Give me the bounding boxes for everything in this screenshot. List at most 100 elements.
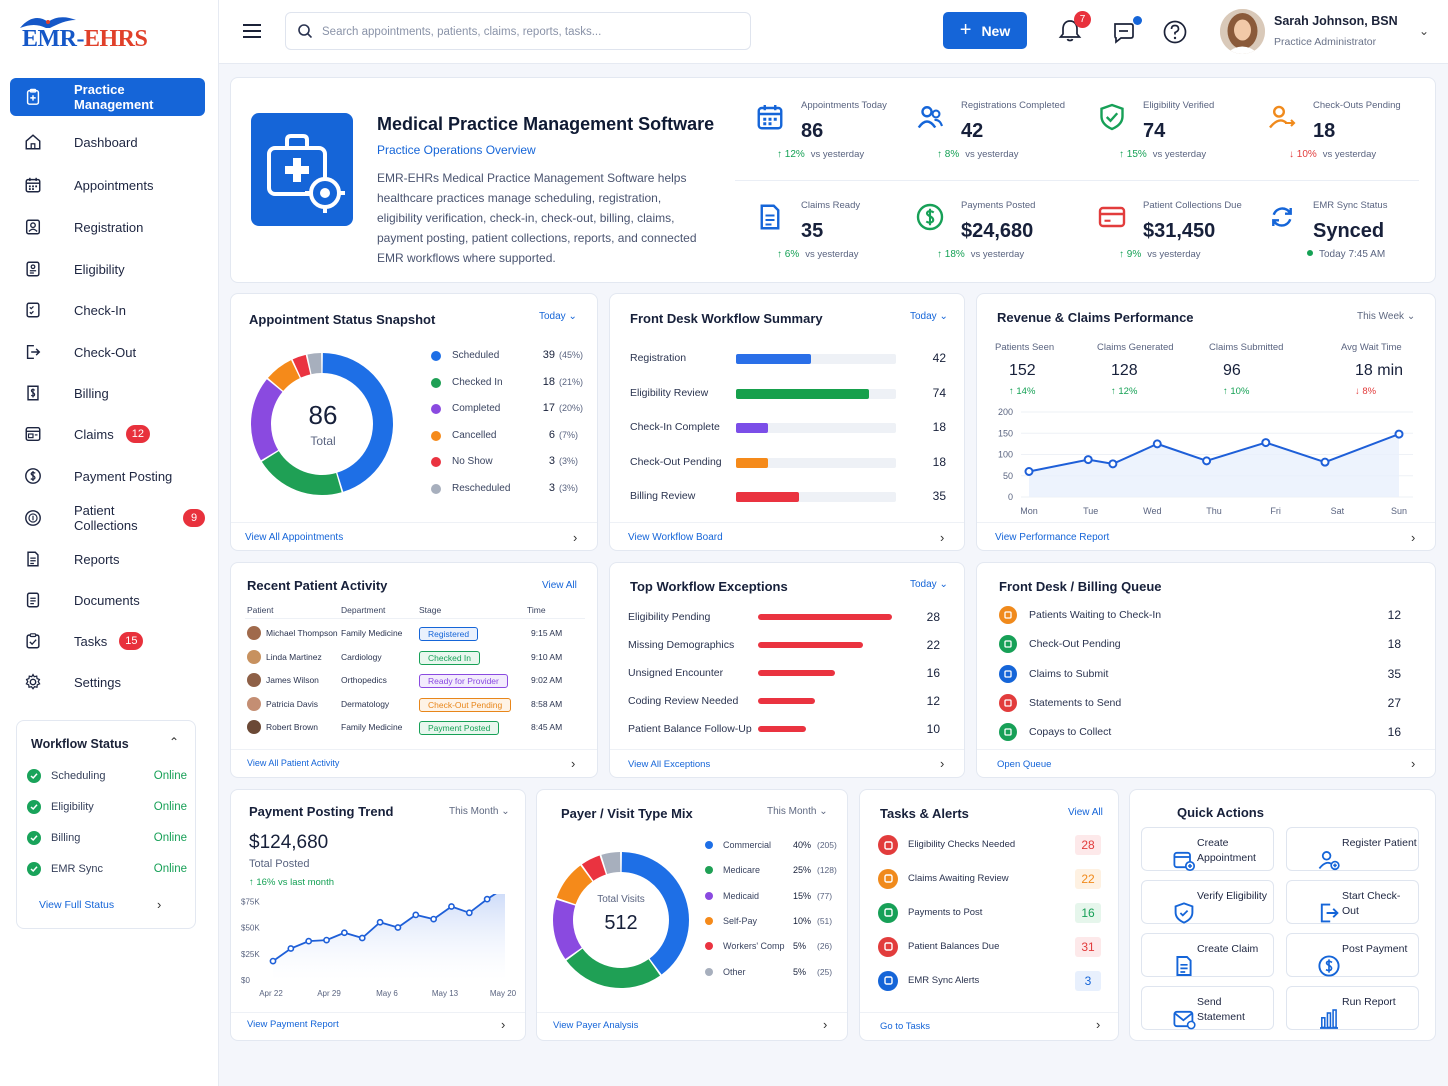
queue-row[interactable]: Claims to Submit 35 [977,664,1435,686]
sidebar-item-patient-collections[interactable]: Patient Collections 9 [10,499,205,537]
kpi-tile[interactable]: Appointments Today 86 ↑ 12% vs yesterday [755,98,915,178]
eagle-icon [20,17,76,28]
sidebar-item-registration[interactable]: Registration [10,208,205,246]
search-box[interactable] [285,12,751,50]
sidebar-item-billing[interactable]: Billing [10,374,205,412]
view-payment-report-link[interactable]: View Payment Report [247,1019,339,1030]
sidebar-item-practice-management[interactable]: Practice Management [10,78,205,116]
chevron-up-icon[interactable]: ⌃ [169,735,180,749]
view-all-appointments-link[interactable]: View All Appointments [245,532,344,543]
task-row[interactable]: Payments to Post 16 [860,902,1118,924]
task-label: EMR Sync Alerts [908,974,980,986]
range-dropdown[interactable]: Today ⌄ [910,311,948,322]
chevron-right-icon[interactable]: › [940,756,945,771]
queue-label: Copays to Collect [1029,726,1112,739]
sidebar-item-check-in[interactable]: Check-In [10,291,205,329]
kpi-tile[interactable]: EMR Sync Status Synced Today 7:45 AM [1267,198,1427,278]
sidebar-item-documents[interactable]: Documents [10,581,205,619]
queue-row[interactable]: Patients Waiting to Check-In 12 [977,605,1435,627]
queue-row[interactable]: Check-Out Pending 18 [977,634,1435,656]
chevron-right-icon[interactable]: › [1411,756,1416,771]
quick-action-label: Register Patient [1342,837,1417,849]
kpi-tile[interactable]: Check-Outs Pending 18 ↓ 10% vs yesterday [1267,98,1427,178]
sidebar-item-claims[interactable]: Claims 12 [10,415,205,453]
view-full-status-link[interactable]: View Full Status [39,899,115,911]
data-point [394,924,402,931]
menu-icon[interactable] [243,23,261,39]
legend-percent: (3%) [559,482,579,493]
range-dropdown[interactable]: This Month ⌄ [449,806,510,817]
create-appointment-button[interactable]: Create Appointment [1141,827,1274,872]
range-dropdown[interactable]: This Month ⌄ [767,806,828,817]
view-all-link[interactable]: View All [542,580,577,591]
table-row[interactable]: James Wilson Orthopedics Ready for Provide… [231,672,597,692]
sidebar-item-appointments[interactable]: Appointments [10,166,205,204]
task-row[interactable]: Claims Awaiting Review 22 [860,868,1118,890]
chat-icon[interactable] [1111,19,1137,45]
send-statement-button[interactable]: Send Statement [1141,986,1274,1030]
chevron-right-icon[interactable]: › [940,530,945,545]
kpi-tile[interactable]: Patient Collections Due $31,450 ↑ 9% vs yes… [1097,198,1257,278]
search-input[interactable] [322,22,742,42]
view-workflow-board-link[interactable]: View Workflow Board [628,532,723,543]
queue-row[interactable]: Copays to Collect 16 [977,722,1435,744]
register-patient-button[interactable]: Register Patient [1286,827,1419,871]
chevron-right-icon[interactable]: › [1411,530,1416,545]
create-claim-button[interactable]: Create Claim [1141,933,1274,977]
sidebar-item-tasks[interactable]: Tasks 15 [10,622,205,660]
view-all-link[interactable]: View All [1068,807,1103,818]
view-payer-analysis-link[interactable]: View Payer Analysis [553,1020,639,1031]
chevron-right-icon[interactable]: › [1096,1017,1101,1032]
sidebar-item-settings[interactable]: Settings [10,663,205,701]
kpi-tile[interactable]: Payments Posted $24,680 ↑ 18% vs yesterday [915,198,1075,278]
new-button[interactable]: + New [943,12,1027,49]
view-patient-activity-link[interactable]: View All Patient Activity [247,758,340,768]
range-dropdown[interactable]: Today ⌄ [539,311,577,322]
chevron-right-icon[interactable]: › [571,756,576,771]
practice-management-icon [251,113,353,226]
table-row[interactable]: Linda Martinez Cardiology Checked In 9:10 A… [231,649,597,669]
stat-label: Claims Submitted [1209,342,1284,353]
sidebar-item-reports[interactable]: Reports [10,540,205,578]
chevron-right-icon[interactable]: › [501,1017,506,1032]
chevron-right-icon[interactable]: › [573,530,578,545]
task-row[interactable]: EMR Sync Alerts 3 [860,970,1118,992]
start-check-out-button[interactable]: Start Check-Out [1286,880,1419,924]
chevron-down-icon[interactable]: ⌄ [1419,24,1430,38]
run-report-button[interactable]: Run Report [1286,986,1419,1030]
chevron-right-icon[interactable]: › [823,1017,828,1032]
kpi-tile[interactable]: Claims Ready 35 ↑ 6% vs yesterday [755,198,915,278]
table-row[interactable]: Michael Thompson Family Medicine Registere… [231,625,597,645]
task-row[interactable]: Eligibility Checks Needed 28 [860,834,1118,856]
view-performance-report-link[interactable]: View Performance Report [995,532,1110,543]
kpi-delta: ↑ 6% vs yesterday [777,249,859,260]
kpi-delta: Today 7:45 AM [1267,249,1385,260]
appointment-slice [322,353,393,492]
go-to-tasks-link[interactable]: Go to Tasks [880,1021,930,1032]
queue-label: Claims to Submit [1029,667,1109,680]
legend-percent: 40% [793,840,812,850]
workflow-state: Online [153,832,187,844]
kpi-tile[interactable]: Registrations Completed 42 ↑ 8% vs yesterda… [915,98,1075,178]
post-payment-button[interactable]: Post Payment [1286,933,1419,977]
brand-logo[interactable]: EMR-EHRS [12,14,162,54]
verify-eligibility-button[interactable]: Verify Eligibility [1141,880,1274,924]
sidebar-item-payment-posting[interactable]: Payment Posting [10,457,205,495]
help-icon[interactable] [1162,19,1188,45]
queue-row[interactable]: Statements to Send 27 [977,693,1435,715]
task-row[interactable]: Patient Balances Due 31 [860,936,1118,958]
task-icon [878,835,898,855]
sidebar-item-dashboard[interactable]: Dashboard [10,123,205,161]
range-dropdown[interactable]: Today ⌄ [910,579,948,590]
dollar-circle-icon [915,202,945,235]
range-dropdown[interactable]: This Week ⌄ [1357,311,1416,322]
chevron-right-icon[interactable]: › [157,897,162,912]
open-queue-link[interactable]: Open Queue [997,759,1052,770]
avatar[interactable] [1220,9,1265,54]
sidebar-item-eligibility[interactable]: Eligibility [10,250,205,288]
kpi-tile[interactable]: Eligibility Verified 74 ↑ 15% vs yesterday [1097,98,1257,178]
table-row[interactable]: Robert Brown Family Medicine Payment Poste… [231,719,597,739]
sidebar-item-check-out[interactable]: Check-Out [10,333,205,371]
table-row[interactable]: Patricia Davis Dermatology Check-Out Pendi… [231,696,597,716]
view-all-exceptions-link[interactable]: View All Exceptions [628,759,711,770]
